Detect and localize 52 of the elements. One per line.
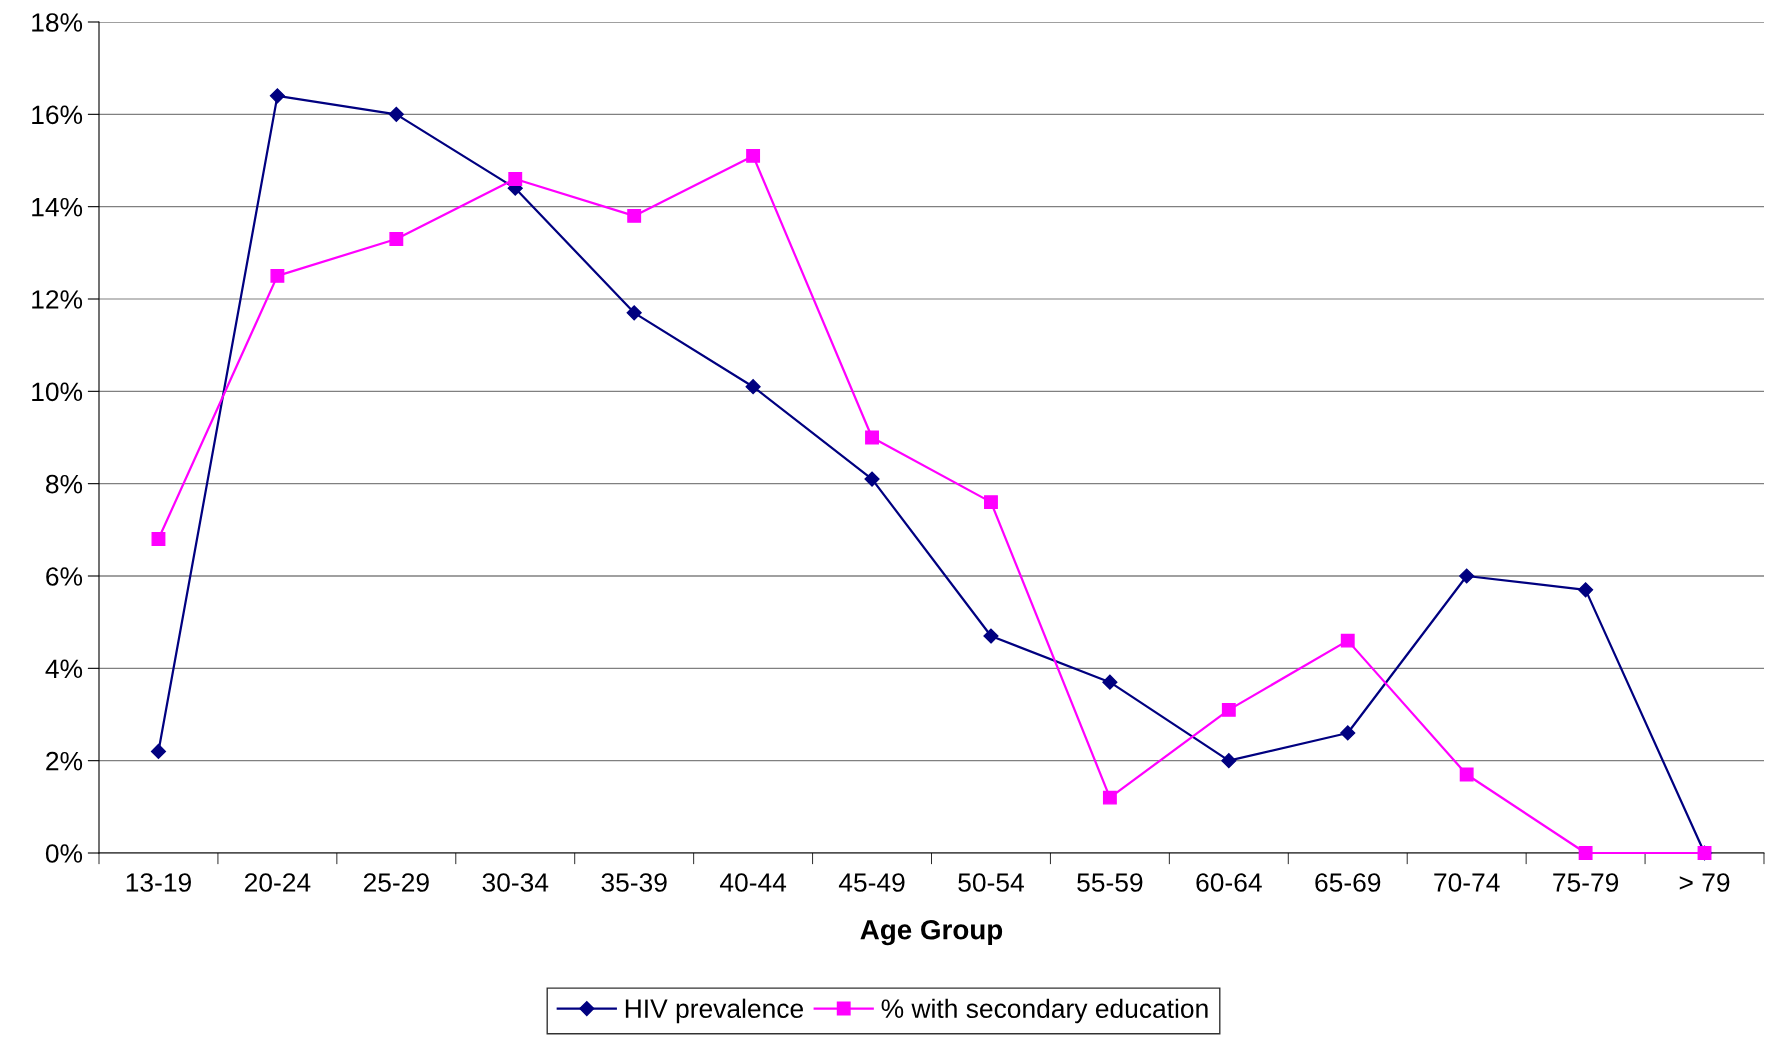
y-tick-label: 10% [32, 382, 83, 402]
point [1221, 753, 1237, 769]
point [1459, 767, 1474, 782]
point [150, 743, 167, 760]
x-axis-title: Age Group [860, 919, 1003, 946]
y-tick-label: 0% [45, 844, 83, 863]
point [1102, 674, 1118, 690]
x-tick-label: > 79 [1679, 873, 1730, 892]
point [627, 208, 642, 223]
point [1459, 568, 1475, 584]
x-tick-label: 20-24 [244, 873, 311, 892]
y-tick-label: 2% [46, 751, 83, 771]
point [864, 471, 880, 487]
y-tick-label: 4% [45, 659, 83, 679]
point [865, 430, 879, 445]
y-tick-label: 12% [32, 290, 83, 309]
point [1578, 846, 1593, 860]
x-tick-label: 60-64 [1196, 873, 1262, 892]
x-tick-label: 30-34 [482, 873, 549, 892]
point [508, 172, 523, 186]
point [745, 379, 761, 395]
point [1578, 582, 1594, 598]
x-tick-label: 55-59 [1077, 873, 1143, 892]
point [984, 495, 998, 510]
point [270, 268, 285, 283]
x-tick-label: 25-29 [363, 873, 429, 892]
legend-label: HIV prevalence [625, 998, 803, 1024]
x-tick-label: 40-44 [719, 873, 787, 892]
x-tick-label: 65-69 [1315, 873, 1381, 892]
legend-label: % with secondary education [881, 998, 1208, 1024]
point [269, 88, 285, 104]
point [983, 628, 999, 644]
x-tick-label: 45-49 [838, 873, 905, 892]
point [1340, 633, 1355, 648]
y-tick-label: 18% [32, 13, 83, 32]
y-tick-label: 14% [32, 197, 83, 217]
y-tick-label: 6% [46, 567, 83, 586]
x-tick-label: 13-19 [126, 873, 191, 892]
point [388, 106, 404, 122]
point [746, 148, 761, 163]
y-tick-label: 8% [46, 474, 83, 494]
point [151, 532, 166, 547]
point [389, 232, 404, 246]
x-tick-label: 70-74 [1434, 873, 1500, 892]
y-tick-label: 16% [32, 105, 83, 125]
x-tick-label: 50-54 [958, 873, 1024, 892]
point [1102, 790, 1117, 805]
x-tick-label: 75-79 [1553, 873, 1619, 892]
point [626, 305, 642, 321]
point [1221, 702, 1236, 717]
x-tick-label: 35-39 [601, 873, 667, 892]
point [1340, 725, 1356, 741]
